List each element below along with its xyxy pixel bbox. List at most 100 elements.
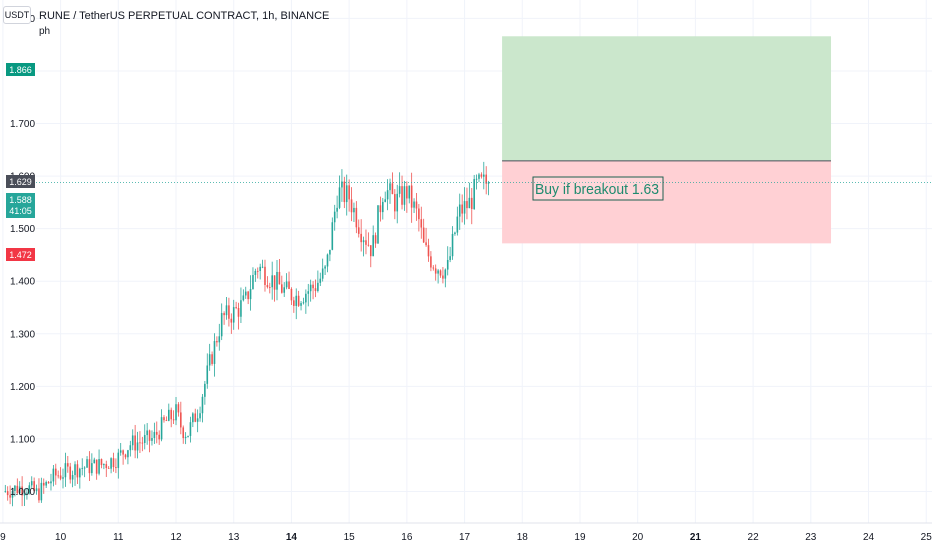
candle-body: [288, 281, 290, 289]
candle-body: [62, 477, 64, 479]
candle-body: [40, 482, 43, 501]
candle-body: [23, 493, 26, 496]
candle-body: [350, 199, 353, 213]
candle-body: [206, 365, 209, 384]
candle-body: [194, 413, 197, 422]
candle-body: [117, 452, 120, 468]
candle-body: [35, 488, 38, 491]
bar-countdown: 41:05: [9, 205, 32, 216]
candle-body: [480, 174, 483, 177]
candle-body: [293, 300, 295, 306]
candle-body: [456, 216, 459, 233]
candle-body: [11, 490, 14, 498]
candle-body: [201, 396, 204, 414]
candle-body: [369, 245, 372, 257]
candle-body: [458, 204, 461, 217]
candle-body: [170, 409, 173, 420]
symbol-title: RUNE / TetherUS PERPETUAL CONTRACT, 1h, …: [39, 10, 330, 22]
loss-zone: [502, 160, 832, 244]
candle-body: [244, 291, 247, 296]
last-price-value: 1.588: [9, 194, 32, 205]
x-axis[interactable]: 9 10 11 12 13 14 15 16 17 18 19 20 21 22 23 24 25: [0, 532, 932, 543]
candle-body: [442, 275, 444, 279]
candle-body: [165, 420, 168, 421]
candle-body: [88, 459, 91, 474]
candle-body: [348, 185, 350, 200]
candle-body: [264, 266, 266, 286]
candle-body: [384, 199, 387, 202]
candle-body: [129, 445, 132, 451]
currency-button[interactable]: USDT: [3, 6, 31, 24]
candle-body: [403, 186, 406, 205]
candle-body: [439, 270, 442, 276]
candle-body: [362, 240, 365, 243]
candle-body: [444, 269, 447, 279]
x-tick-label: 23: [805, 532, 817, 543]
candle-body: [305, 293, 307, 303]
candle-body: [372, 235, 374, 257]
candle-body: [76, 464, 79, 478]
candle-body: [273, 275, 276, 290]
candle-body: [71, 475, 74, 480]
candle-body: [158, 434, 160, 440]
candle-body: [155, 431, 158, 435]
candle-body: [360, 233, 362, 243]
candle-body: [172, 419, 175, 421]
last-price-tag: 1.588 41:05: [6, 193, 35, 218]
candle-body: [225, 305, 228, 316]
candle-body: [367, 244, 370, 246]
candle-body: [16, 485, 19, 494]
candle-body: [110, 458, 112, 469]
candle-body: [180, 412, 182, 428]
candle-body: [83, 467, 86, 469]
candle-body: [240, 300, 242, 317]
y-tick-label: 1.500: [10, 224, 35, 235]
candle-body: [242, 295, 245, 301]
candle-body: [107, 467, 110, 469]
candle-body: [413, 201, 415, 208]
candle-body: [218, 336, 221, 343]
candle-body: [95, 459, 98, 474]
candle-body: [396, 193, 399, 212]
candle-body: [324, 266, 326, 269]
candle-body: [482, 174, 485, 177]
candle-body: [100, 459, 103, 466]
profit-zone: [502, 36, 832, 161]
candle-body: [466, 201, 468, 209]
candle-body: [468, 197, 471, 209]
candle-body: [333, 211, 336, 223]
candle-body: [394, 194, 396, 212]
candle-body: [268, 287, 271, 288]
candle-body: [223, 313, 225, 316]
candle-body: [93, 459, 96, 464]
candle-body: [463, 201, 466, 214]
candle-body: [134, 435, 136, 451]
candle-body: [432, 267, 435, 269]
candle-body: [26, 492, 28, 494]
candle-body: [415, 201, 418, 209]
candle-body: [290, 288, 293, 301]
candle-body: [321, 268, 324, 279]
candle-body: [199, 413, 201, 419]
candle-body: [9, 495, 11, 498]
x-tick-label: 16: [401, 532, 413, 543]
candle-body: [314, 288, 317, 292]
candle-body: [281, 284, 283, 293]
x-tick-label: 20: [632, 532, 644, 543]
candle-body: [175, 404, 177, 421]
y-tick-label: 1.000: [10, 487, 35, 498]
candle-body: [131, 435, 134, 446]
candle-body: [67, 463, 69, 467]
candle-body: [300, 303, 302, 306]
annotation-box[interactable]: Buy if breakout 1.63: [532, 176, 664, 201]
candle-body: [213, 341, 216, 364]
x-tick-label: 13: [228, 532, 240, 543]
candle-body: [271, 275, 273, 288]
candle-body: [79, 468, 81, 478]
candle-body: [54, 468, 57, 476]
candle-body: [475, 178, 478, 180]
candle-body: [379, 205, 382, 213]
y-tick-label: 1.200: [10, 382, 35, 393]
candle-body: [295, 295, 298, 306]
